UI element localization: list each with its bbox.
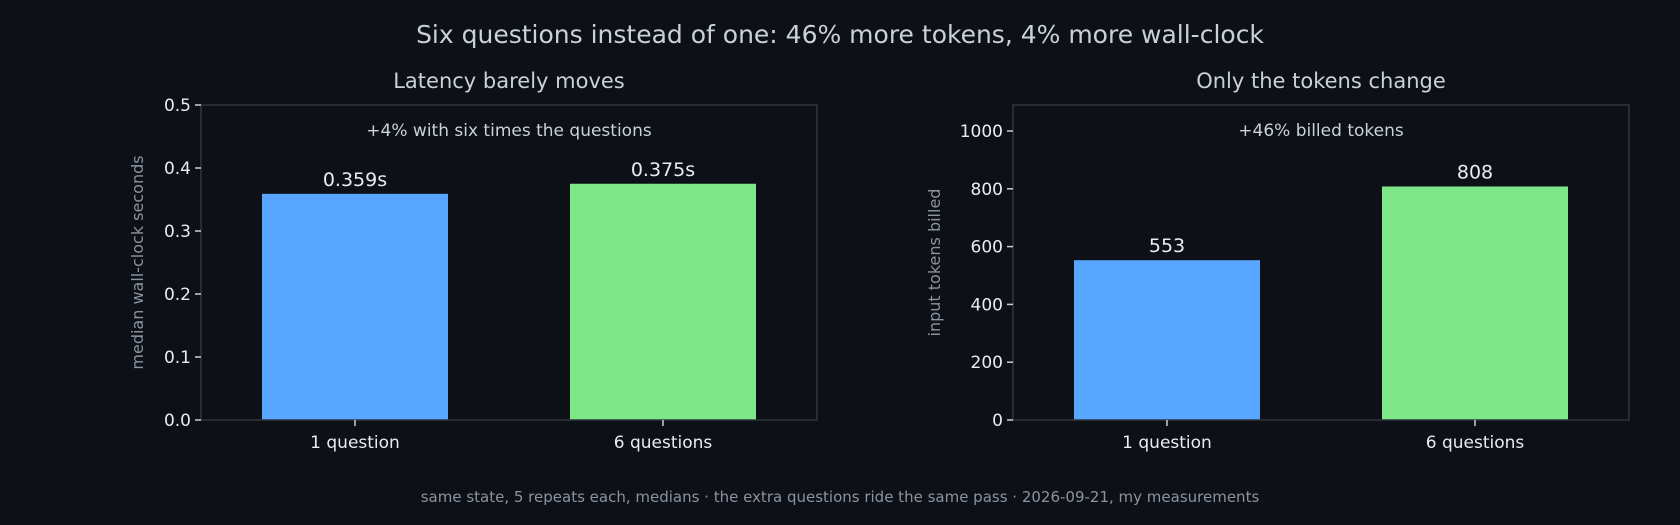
bar-value-label: 0.359s [323,169,387,191]
y-tick-label: 1000 [960,122,1003,142]
footer-note: same state, 5 repeats each, medians · th… [421,488,1260,506]
x-tick-label: 6 questions [1426,433,1525,453]
y-tick-label: 800 [971,180,1003,200]
y-tick-label: 200 [971,353,1003,373]
panel-title: Only the tokens change [1196,69,1446,93]
y-tick-label: 0.1 [164,348,191,368]
x-tick-label: 1 question [1122,433,1212,453]
panel-title: Latency barely moves [393,69,625,93]
y-tick-label: 0.3 [164,222,191,242]
axes-frame [1012,104,1630,421]
axes-frame [200,104,818,421]
bar-six-questions [570,183,756,420]
y-axis-label: input tokens billed [925,189,944,337]
figure-title: Six questions instead of one: 46% more t… [416,20,1264,49]
bar-one-question [1074,260,1260,420]
bar-six-questions [1382,186,1568,420]
x-tick-label: 6 questions [614,433,713,453]
y-axis-label: median wall-clock seconds [128,155,147,369]
y-tick-label: 0.0 [164,411,191,431]
panels: Latency barely moves 0.359s 0.375s 0.0 0.1 0.… [128,69,1630,453]
y-tick-label: 0 [992,411,1003,431]
panel-annotation: +4% with six times the questions [366,121,652,141]
y-tick-label: 0.4 [164,159,191,179]
x-tick-label: 1 question [310,433,400,453]
y-tick-label: 0.2 [164,285,191,305]
panel-1: Latency barely moves 0.359s 0.375s 0.0 0.1 0.… [128,69,818,453]
bar-one-question [262,193,448,420]
bar-value-label: 553 [1149,235,1185,257]
bar-value-label: 808 [1457,161,1493,183]
panel-2: Only the tokens change 553 808 0 200 400 600 80… [925,69,1630,453]
y-tick-label: 600 [971,238,1003,258]
y-tick-label: 0.5 [164,96,191,116]
y-tick-label: 400 [971,295,1003,315]
bar-value-label: 0.375s [631,159,695,181]
panel-annotation: +46% billed tokens [1238,121,1404,141]
